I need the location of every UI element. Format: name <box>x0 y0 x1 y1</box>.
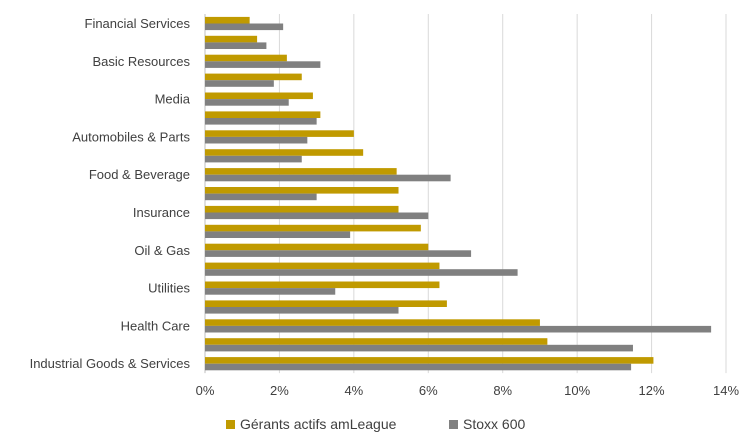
bar-series-1-cat-2 <box>205 61 321 68</box>
bar-series-0-cat-9 <box>205 187 399 194</box>
legend: Gérants actifs amLeague Stoxx 600 <box>226 416 525 432</box>
category-label-16: Health Care <box>121 318 190 333</box>
bar-series-1-cat-14 <box>205 288 336 295</box>
category-label-12: Oil & Gas <box>134 243 190 258</box>
bar-series-1-cat-9 <box>205 193 317 201</box>
bar-series-0-cat-3 <box>205 73 302 81</box>
bar-series-0-cat-10 <box>205 205 399 213</box>
bar-series-1-cat-8 <box>205 174 451 182</box>
bar-series-1-cat-16 <box>205 325 712 333</box>
bar-series-0-cat-7 <box>205 149 364 156</box>
category-label-4: Media <box>155 92 191 107</box>
bar-series-0-cat-8 <box>205 168 397 175</box>
category-label-18: Industrial Goods & Services <box>30 356 191 371</box>
bar-series-0-cat-14 <box>205 281 440 289</box>
bar-series-0-cat-12 <box>205 243 429 251</box>
bar-series-1-cat-13 <box>205 269 518 276</box>
category-label-6: Automobiles & Parts <box>72 129 190 144</box>
bar-series-1-cat-7 <box>205 155 302 163</box>
bars <box>205 16 712 371</box>
bar-series-0-cat-13 <box>205 262 440 270</box>
bar-series-0-cat-15 <box>205 300 447 307</box>
bar-series-0-cat-11 <box>205 224 421 232</box>
bar-series-1-cat-12 <box>205 250 472 257</box>
legend-swatch-gerants <box>226 420 235 429</box>
bar-series-0-cat-4 <box>205 92 313 100</box>
bar-series-1-cat-11 <box>205 231 351 238</box>
category-label-0: Financial Services <box>85 16 191 31</box>
category-label-8: Food & Beverage <box>89 167 190 182</box>
category-label-10: Insurance <box>133 205 190 220</box>
bar-series-1-cat-6 <box>205 136 308 144</box>
bar-series-1-cat-17 <box>205 344 633 352</box>
category-labels: Financial Services Basic Resources Media Au… <box>30 16 191 371</box>
bar-series-1-cat-18 <box>205 363 632 371</box>
legend-swatch-stoxx <box>449 420 458 429</box>
bar-series-1-cat-3 <box>205 80 274 87</box>
legend-label-stoxx: Stoxx 600 <box>463 416 525 432</box>
x-tick-label-3: 6% <box>419 383 438 398</box>
bar-series-0-cat-1 <box>205 35 258 43</box>
bar-series-0-cat-2 <box>205 54 287 62</box>
x-tick-label-1: 2% <box>270 383 289 398</box>
bar-series-0-cat-0 <box>205 16 250 24</box>
x-tick-label-0: 0% <box>196 383 215 398</box>
bar-series-1-cat-5 <box>205 118 317 125</box>
bar-series-1-cat-10 <box>205 212 429 220</box>
x-tick-label-2: 4% <box>344 383 363 398</box>
legend-label-gerants: Gérants actifs amLeague <box>240 416 397 432</box>
category-label-14: Utilities <box>148 281 190 296</box>
bar-series-1-cat-15 <box>205 307 399 314</box>
bar-series-0-cat-16 <box>205 319 540 326</box>
bar-series-0-cat-18 <box>205 357 654 364</box>
x-tick-label-5: 10% <box>564 383 590 398</box>
x-tick-label-4: 8% <box>493 383 512 398</box>
bar-series-0-cat-17 <box>205 338 548 345</box>
bar-series-0-cat-5 <box>205 111 321 118</box>
bar-series-1-cat-0 <box>205 23 284 31</box>
x-tick-label-6: 12% <box>639 383 665 398</box>
x-tick-label-7: 14% <box>713 383 739 398</box>
bar-series-1-cat-1 <box>205 42 267 49</box>
bar-series-0-cat-6 <box>205 130 354 137</box>
x-axis-tick-labels: 0% 2% 4% 6% 8% 10% 12% 14% <box>196 383 740 398</box>
category-label-2: Basic Resources <box>92 54 190 69</box>
bar-series-1-cat-4 <box>205 99 289 106</box>
